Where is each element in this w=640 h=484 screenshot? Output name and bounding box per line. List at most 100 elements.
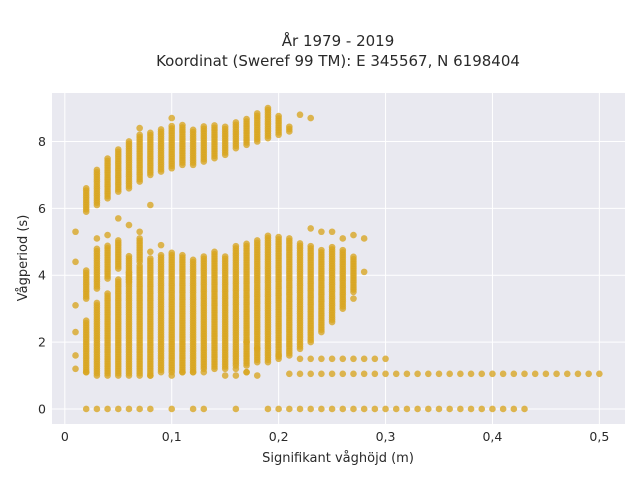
data-point bbox=[328, 228, 336, 236]
data-point bbox=[489, 405, 496, 413]
chart-title-line2: Koordinat (Sweref 99 TM): E 345567, N 61… bbox=[156, 52, 520, 70]
data-point bbox=[82, 317, 90, 324]
data-point bbox=[596, 370, 603, 378]
data-point bbox=[339, 370, 347, 378]
data-point bbox=[489, 370, 496, 378]
data-point bbox=[392, 405, 400, 413]
data-point bbox=[93, 245, 101, 253]
data-point bbox=[82, 405, 90, 413]
data-point bbox=[360, 370, 368, 378]
data-point bbox=[125, 405, 133, 413]
x-tick-label: 0,2 bbox=[269, 429, 289, 444]
data-point bbox=[435, 405, 443, 413]
data-point bbox=[221, 253, 229, 260]
data-point bbox=[286, 405, 293, 413]
data-point bbox=[318, 228, 325, 236]
data-point bbox=[168, 122, 176, 130]
data-point bbox=[125, 252, 133, 260]
data-point bbox=[318, 355, 325, 363]
data-point bbox=[264, 405, 272, 413]
data-point bbox=[114, 237, 122, 244]
data-point bbox=[307, 355, 315, 363]
data-point bbox=[275, 233, 282, 241]
data-point bbox=[200, 368, 208, 376]
data-point bbox=[467, 405, 475, 413]
data-point bbox=[264, 104, 272, 112]
data-point bbox=[339, 246, 347, 254]
data-point bbox=[221, 123, 229, 131]
data-point bbox=[275, 405, 282, 413]
data-point bbox=[382, 370, 389, 378]
data-point bbox=[414, 405, 421, 413]
data-point bbox=[350, 355, 357, 363]
data-point bbox=[307, 114, 315, 122]
data-point bbox=[360, 405, 368, 413]
data-point bbox=[253, 372, 261, 379]
data-point bbox=[136, 124, 143, 132]
data-point bbox=[125, 221, 133, 229]
data-point bbox=[521, 370, 528, 378]
data-point bbox=[82, 184, 90, 192]
data-point bbox=[328, 243, 336, 251]
data-point bbox=[243, 240, 250, 248]
data-point bbox=[360, 268, 368, 276]
data-point bbox=[360, 355, 368, 363]
data-point bbox=[403, 405, 411, 413]
data-point bbox=[339, 235, 347, 242]
data-point bbox=[125, 138, 133, 145]
data-point bbox=[72, 228, 79, 236]
data-point bbox=[179, 368, 186, 376]
data-point bbox=[200, 253, 208, 260]
data-point bbox=[542, 370, 550, 378]
data-point bbox=[93, 405, 101, 413]
data-point bbox=[446, 405, 453, 413]
data-point bbox=[136, 235, 143, 242]
data-point bbox=[125, 269, 133, 276]
data-point bbox=[425, 370, 432, 378]
data-point bbox=[253, 345, 261, 353]
data-point bbox=[211, 122, 218, 129]
data-point bbox=[157, 241, 165, 249]
data-point bbox=[253, 237, 261, 244]
data-point bbox=[221, 372, 229, 379]
y-tick-label: 4 bbox=[38, 268, 46, 283]
data-point bbox=[114, 146, 122, 153]
data-point bbox=[296, 111, 304, 119]
data-point bbox=[147, 129, 154, 137]
data-point bbox=[243, 368, 250, 376]
data-point bbox=[157, 126, 165, 133]
data-point bbox=[382, 405, 389, 413]
data-point bbox=[318, 370, 325, 378]
data-point bbox=[232, 365, 240, 373]
x-axis-label: Signifikant våghöjd (m) bbox=[262, 451, 414, 466]
data-point bbox=[286, 370, 293, 378]
data-point bbox=[328, 405, 336, 413]
data-point bbox=[72, 328, 79, 336]
data-point bbox=[243, 338, 250, 346]
data-point bbox=[72, 258, 79, 266]
data-point bbox=[446, 370, 453, 378]
data-point bbox=[114, 276, 122, 283]
data-point bbox=[189, 405, 197, 413]
data-point bbox=[264, 232, 272, 240]
x-tick-label: 0,5 bbox=[589, 429, 609, 444]
data-point bbox=[136, 131, 143, 139]
data-point bbox=[563, 370, 571, 378]
data-point bbox=[232, 119, 240, 126]
data-point bbox=[382, 355, 389, 363]
data-point bbox=[414, 370, 421, 378]
data-point bbox=[243, 115, 250, 123]
data-point bbox=[328, 355, 336, 363]
data-point bbox=[104, 242, 111, 250]
y-tick-label: 2 bbox=[38, 335, 46, 350]
data-point bbox=[82, 368, 90, 376]
data-point bbox=[318, 246, 325, 254]
data-point bbox=[200, 405, 208, 413]
data-point bbox=[93, 166, 101, 174]
data-point bbox=[510, 405, 518, 413]
y-axis-label: Vågperiod (s) bbox=[16, 215, 31, 302]
data-point bbox=[189, 256, 197, 264]
data-point bbox=[275, 352, 282, 359]
data-point bbox=[553, 370, 560, 378]
data-point bbox=[360, 235, 368, 242]
